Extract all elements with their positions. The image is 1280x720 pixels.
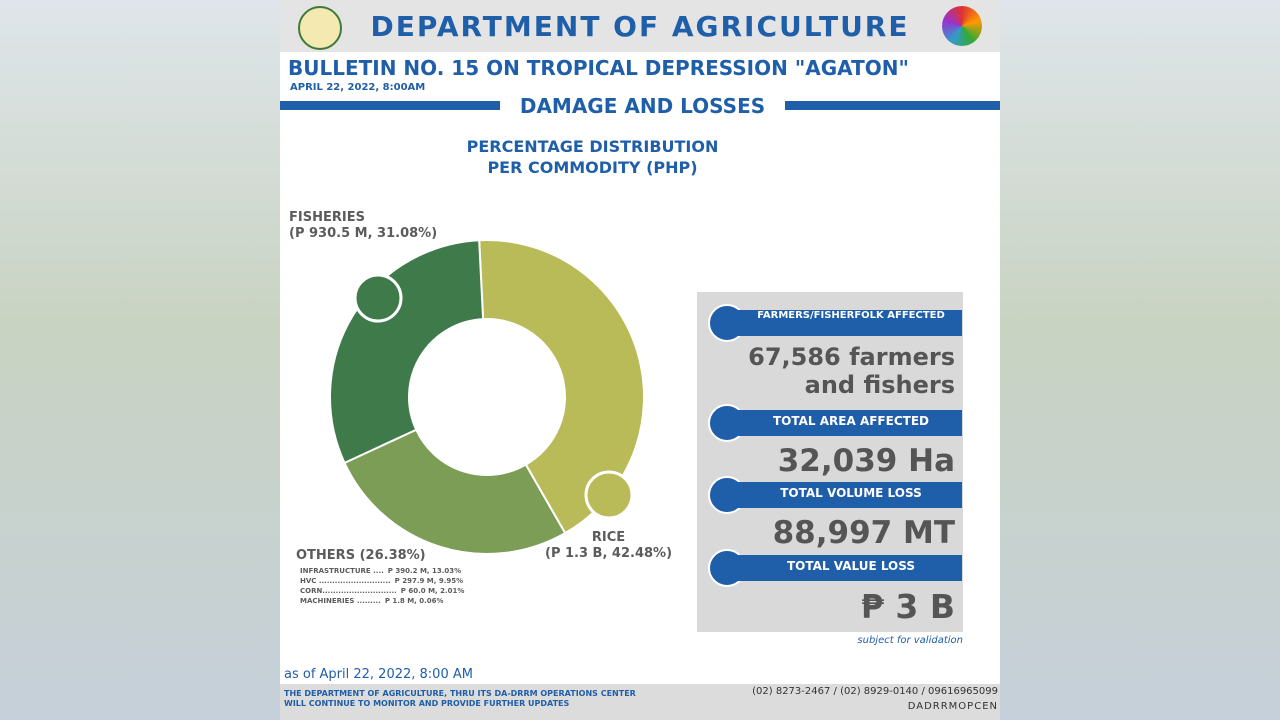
value-label: (26.38%) <box>359 548 426 563</box>
header-band <box>280 0 1000 52</box>
value-label: (P 930.5 M, 31.08%) <box>289 226 438 241</box>
note: subject for validation <box>857 635 963 646</box>
breakdown-value: P 1.8 M, 0.06% <box>384 597 444 605</box>
stat-value: 88,997 MT <box>772 515 955 551</box>
donut-segment <box>343 428 567 555</box>
breakdown-row: HVC ........................... P 297.9 M… <box>300 576 468 586</box>
footer-band <box>280 684 1000 720</box>
donut-segment <box>329 239 485 465</box>
chart <box>329 239 645 555</box>
stat-value: 32,039 Ha <box>777 443 955 479</box>
panel: DEPARTMENT OF AGRICULTURE BULLETIN NO. 1… <box>280 0 1000 720</box>
phone: (02) 8273-2467 / (02) 8929-0140 / 096169… <box>752 686 998 697</box>
logo <box>942 6 982 46</box>
label: OTHERS (26.38%) <box>296 548 426 563</box>
breakdown-value: P 60.0 M, 2.01% <box>400 587 465 595</box>
label: FISHERIES (P 930.5 M, 31.08%) <box>289 210 437 242</box>
value-label: (P 1.3 B, 42.48%) <box>545 546 673 561</box>
breakdown-name: MACHINERIES ......... <box>300 597 381 605</box>
section: DAMAGE AND LOSSES <box>519 94 766 118</box>
stat-value: ₱ 3 B <box>860 587 955 626</box>
stat-value: 67,586 farmers and fishers <box>748 343 955 399</box>
stat-label: TOTAL AREA AFFECTED <box>732 410 962 436</box>
date: APRIL 22, 2022, 8:00AM <box>290 82 426 93</box>
breakdown-name: CORN............................ <box>300 587 397 595</box>
bulletin: BULLETIN NO. 15 ON TROPICAL DEPRESSION "… <box>288 56 909 80</box>
footer-message: THE DEPARTMENT OF AGRICULTURE, THRU ITS … <box>284 689 636 708</box>
stat-label: FARMERS/FISHERFOLK AFFECTED <box>732 310 962 336</box>
others-breakdown: INFRASTRUCTURE .... P 390.2 M, 13.03% HVC … <box>300 566 468 606</box>
chart-title: PERCENTAGE DISTRIBUTION PER COMMODITY (P… <box>466 137 719 177</box>
stat-label: TOTAL VALUE LOSS <box>732 555 962 581</box>
rule <box>280 101 500 110</box>
label: RICE (P 1.3 B, 42.48%) <box>545 530 672 562</box>
breakdown-row: MACHINERIES ......... P 1.8 M, 0.06% <box>300 596 468 606</box>
fish-icon <box>353 273 403 323</box>
category-label: RICE <box>591 530 626 545</box>
category-label: FISHERIES <box>289 210 365 225</box>
rice-icon <box>584 470 634 520</box>
rule <box>785 101 1000 110</box>
breakdown-row: INFRASTRUCTURE .... P 390.2 M, 13.03% <box>300 566 468 576</box>
logo <box>298 6 342 50</box>
title: DEPARTMENT OF AGRICULTURE <box>370 10 910 43</box>
stat-label: TOTAL VOLUME LOSS <box>732 482 962 508</box>
as-of: as of April 22, 2022, 8:00 AM <box>284 667 473 682</box>
breakdown-name: INFRASTRUCTURE .... <box>300 567 384 575</box>
category-label: OTHERS <box>296 548 356 563</box>
facebook: DADRRMOPCEN <box>907 701 998 712</box>
breakdown-value: P 390.2 M, 13.03% <box>387 567 462 575</box>
breakdown-name: HVC ........................... <box>300 577 391 585</box>
breakdown-row: CORN............................ P 60.0 M… <box>300 586 468 596</box>
breakdown-value: P 297.9 M, 9.95% <box>394 577 464 585</box>
